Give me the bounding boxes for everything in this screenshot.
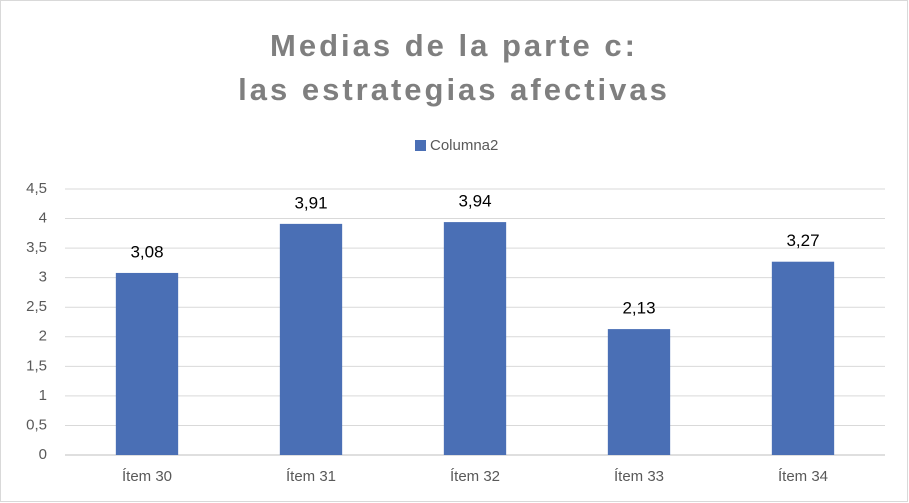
bar [115, 272, 179, 455]
y-tick-label: 0 [39, 446, 47, 463]
data-label: 3,27 [786, 231, 819, 250]
y-tick-label: 0,5 [26, 416, 47, 433]
data-label: 3,94 [458, 192, 491, 211]
y-tick-label: 4,5 [26, 180, 47, 197]
data-label: 3,91 [294, 193, 327, 212]
legend-swatch [415, 140, 426, 151]
x-tick-label: Ítem 34 [778, 468, 828, 485]
y-tick-label: 2 [39, 328, 47, 345]
bar [771, 261, 835, 455]
y-tick-label: 3,5 [26, 239, 47, 256]
y-tick-label: 4 [39, 210, 47, 227]
data-label: 2,13 [622, 299, 655, 318]
x-tick-label: Ítem 32 [450, 468, 500, 485]
bar [279, 223, 343, 455]
chart-title: Medias de la parte c: [270, 28, 638, 63]
x-tick-label: Ítem 33 [614, 468, 664, 485]
legend-label: Columna2 [430, 137, 498, 154]
chart-title: las estrategias afectivas [238, 72, 670, 107]
data-label: 3,08 [130, 242, 163, 261]
y-tick-label: 2,5 [26, 298, 47, 315]
y-tick-label: 3 [39, 269, 47, 286]
x-tick-label: Ítem 30 [122, 468, 172, 485]
y-tick-label: 1 [39, 387, 47, 404]
bar [607, 329, 671, 455]
x-tick-label: Ítem 31 [286, 468, 336, 485]
bar [443, 222, 507, 455]
y-tick-label: 1,5 [26, 357, 47, 374]
